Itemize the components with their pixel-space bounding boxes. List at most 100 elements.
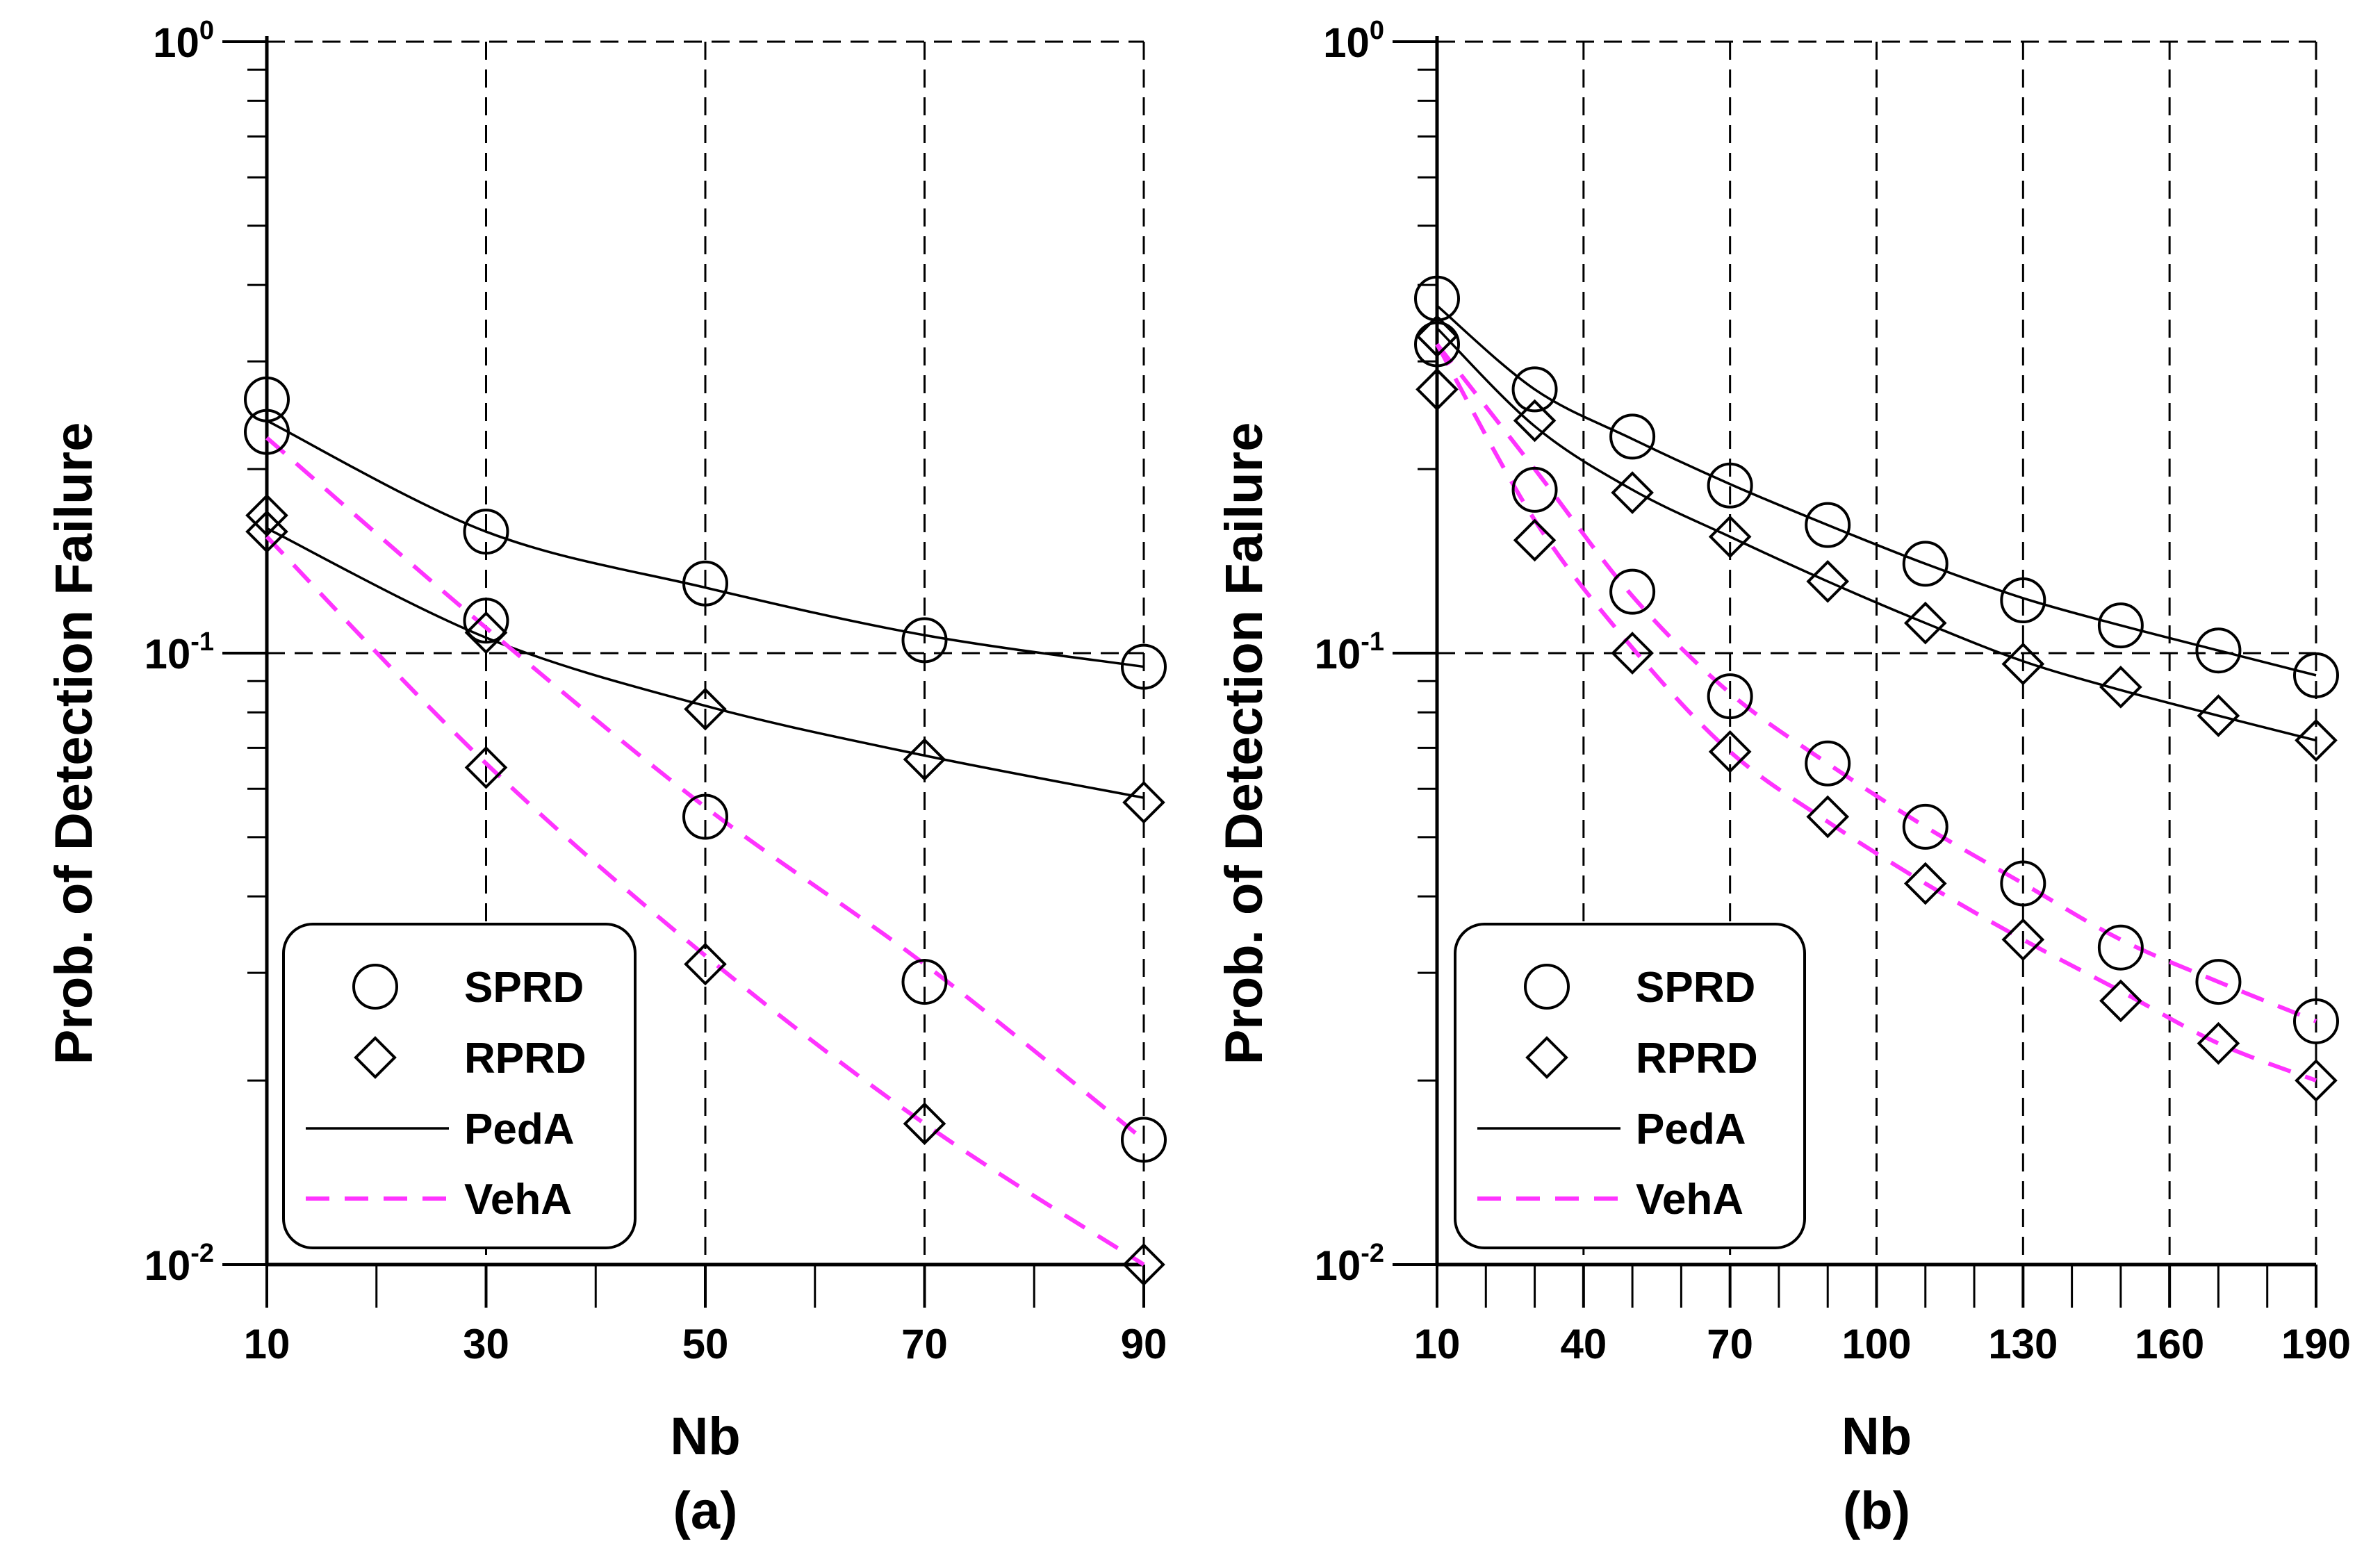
x-tick-label: 130 (1988, 1321, 2058, 1367)
x-tick-label: 10 (244, 1321, 290, 1367)
circle-marker (463, 598, 509, 644)
legend-diamond-symbol (1525, 1036, 1568, 1079)
legend-label: RPRD (1636, 1035, 1758, 1083)
legend-label: SPRD (1636, 964, 1755, 1012)
y-tick-base: 10 (144, 631, 190, 677)
circle-marker (1707, 673, 1753, 720)
circle-marker (2000, 860, 2046, 907)
series-line-sprd-veha-fit (265, 436, 1145, 1142)
circle-marker (1414, 275, 1460, 322)
legend-label: PedA (1636, 1105, 1746, 1153)
diamond-marker (1708, 515, 1752, 559)
diamond-marker (903, 738, 946, 781)
circle-marker (1511, 366, 1558, 413)
legend-circle-symbol (1524, 964, 1570, 1010)
circle-marker (682, 793, 728, 840)
x-tick-label: 10 (1414, 1321, 1461, 1367)
x-axis-title: Nb (1841, 1407, 1912, 1466)
series-line-sprd-peda-fit (1436, 304, 2317, 677)
diamond-marker (2001, 918, 2045, 962)
diamond-marker (1513, 518, 1557, 562)
circle-marker (901, 617, 948, 664)
circle-marker (682, 560, 728, 607)
diamond-marker (1806, 559, 1850, 603)
y-tick-label: 100 (153, 16, 214, 66)
y-tick-label: 10-2 (1314, 1239, 1384, 1289)
diamond-marker (903, 1102, 946, 1146)
y-tick-exponent: -1 (190, 627, 214, 657)
diamond-marker (1611, 471, 1654, 514)
y-tick-base: 10 (1323, 19, 1370, 66)
panel-label: (a) (673, 1481, 738, 1540)
y-tick-exponent: -1 (1361, 627, 1384, 657)
diamond-marker (1806, 795, 1850, 839)
legend: SPRD RPRD PedA VehA (1454, 923, 1806, 1249)
diamond-marker (684, 942, 727, 986)
diamond-marker (2197, 1021, 2240, 1065)
y-tick-exponent: 0 (199, 16, 214, 45)
circle-marker (901, 959, 948, 1005)
circle-marker (2097, 602, 2144, 649)
x-tick-label: 190 (2281, 1321, 2351, 1367)
diamond-marker (464, 611, 508, 655)
circle-marker (1609, 413, 1656, 460)
circle-marker (1902, 803, 1948, 850)
y-tick-exponent: 0 (1370, 16, 1384, 45)
legend-label: RPRD (464, 1035, 586, 1083)
circle-marker (2097, 924, 2144, 971)
circle-marker (1707, 462, 1753, 509)
series-line-sprd-peda-fit (266, 419, 1144, 668)
x-tick-label: 40 (1560, 1321, 1607, 1367)
diamond-marker (1122, 1243, 1165, 1286)
circle-marker (2195, 959, 2242, 1005)
legend-label: VehA (464, 1176, 572, 1224)
legend-label: PedA (464, 1105, 574, 1153)
diamond-marker (1903, 862, 1947, 905)
legend-diamond-symbol (354, 1036, 397, 1079)
diamond-marker (1122, 781, 1165, 824)
diamond-marker (245, 510, 288, 554)
circle-marker (2000, 577, 2046, 624)
diamond-marker (2295, 718, 2338, 762)
y-tick-label: 10-2 (144, 1239, 214, 1289)
circle-marker (1902, 541, 1948, 587)
diamond-marker (245, 493, 288, 537)
circle-marker (1121, 643, 1167, 690)
legend-box (282, 923, 637, 1249)
y-tick-base: 10 (1314, 1242, 1361, 1289)
circle-marker (1609, 568, 1656, 615)
y-tick-base: 10 (144, 1242, 190, 1289)
legend-label: VehA (1636, 1176, 1743, 1224)
series-line-rprd-peda-fit (266, 527, 1144, 799)
diamond-marker (2001, 642, 2045, 686)
x-tick-label: 90 (1121, 1321, 1167, 1367)
circle-marker (244, 376, 290, 422)
y-tick-base: 10 (153, 19, 199, 66)
diamond-marker (2099, 979, 2142, 1023)
circle-marker (2293, 652, 2339, 698)
x-tick-label: 160 (2135, 1321, 2204, 1367)
x-tick-label: 30 (463, 1321, 509, 1367)
circle-marker (1414, 321, 1460, 368)
series-line-rprd-peda-fit (1436, 327, 2317, 742)
circle-marker (1511, 466, 1558, 513)
legend-box (1454, 923, 1806, 1249)
circle-marker (1805, 740, 1851, 787)
x-tick-label: 50 (682, 1321, 729, 1367)
circle-marker (463, 509, 509, 555)
circle-marker (1805, 502, 1851, 548)
diamond-marker (1513, 399, 1557, 443)
diamond-marker (2295, 1059, 2338, 1102)
diamond-marker (2099, 666, 2142, 709)
legend-label: SPRD (464, 964, 584, 1012)
x-axis-title: Nb (670, 1407, 740, 1466)
y-tick-base: 10 (1314, 631, 1361, 677)
y-tick-label: 10-1 (1314, 627, 1384, 677)
y-tick-label: 100 (1323, 16, 1384, 66)
circle-marker (1121, 1117, 1167, 1163)
y-tick-label: 10-1 (144, 627, 214, 677)
diamond-marker (1903, 601, 1947, 645)
circle-marker (2293, 998, 2339, 1044)
